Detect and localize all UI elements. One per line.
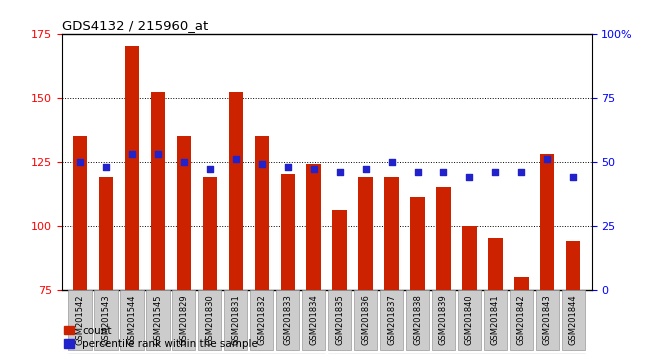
Text: GSM201543: GSM201543 bbox=[101, 295, 111, 345]
Bar bbox=[432, 290, 455, 350]
Text: GSM201831: GSM201831 bbox=[231, 295, 240, 346]
Text: GSM201837: GSM201837 bbox=[387, 295, 396, 346]
Text: GSM201835: GSM201835 bbox=[335, 295, 344, 346]
Point bbox=[464, 174, 474, 180]
Point bbox=[101, 164, 111, 170]
Bar bbox=[120, 290, 144, 350]
Point bbox=[127, 151, 137, 157]
Legend: count, percentile rank within the sample: count, percentile rank within the sample bbox=[64, 326, 258, 349]
Bar bbox=[307, 164, 321, 354]
Bar bbox=[562, 290, 585, 350]
Bar bbox=[99, 177, 113, 354]
Text: GSM201843: GSM201843 bbox=[543, 295, 552, 346]
Bar bbox=[540, 154, 554, 354]
Bar bbox=[73, 136, 87, 354]
Bar bbox=[224, 290, 248, 350]
Point bbox=[386, 159, 396, 164]
Point bbox=[360, 166, 370, 172]
Bar bbox=[384, 177, 398, 354]
Bar bbox=[436, 187, 450, 354]
Bar bbox=[332, 210, 346, 354]
Bar bbox=[125, 46, 139, 354]
Text: GSM201830: GSM201830 bbox=[205, 295, 214, 346]
Bar bbox=[484, 290, 507, 350]
Bar bbox=[514, 277, 528, 354]
Point bbox=[542, 156, 552, 162]
Bar bbox=[410, 198, 424, 354]
Bar bbox=[488, 238, 502, 354]
Text: GSM201841: GSM201841 bbox=[491, 295, 500, 345]
Point bbox=[205, 166, 215, 172]
Bar bbox=[510, 290, 533, 350]
Bar bbox=[146, 290, 170, 350]
Bar bbox=[566, 241, 580, 354]
Bar bbox=[229, 92, 243, 354]
Point bbox=[75, 159, 85, 164]
Text: GSM201544: GSM201544 bbox=[127, 295, 136, 345]
Bar bbox=[281, 175, 295, 354]
Text: GSM201844: GSM201844 bbox=[569, 295, 578, 345]
Point bbox=[231, 156, 241, 162]
Text: GSM201833: GSM201833 bbox=[283, 295, 292, 346]
Bar bbox=[536, 290, 559, 350]
Bar bbox=[172, 290, 196, 350]
Text: GSM201842: GSM201842 bbox=[517, 295, 526, 345]
Point bbox=[153, 151, 163, 157]
Text: GDS4132 / 215960_at: GDS4132 / 215960_at bbox=[62, 19, 208, 33]
Bar bbox=[458, 290, 481, 350]
Point bbox=[516, 169, 526, 175]
Text: GSM201829: GSM201829 bbox=[179, 295, 188, 345]
Bar bbox=[302, 290, 326, 350]
Point bbox=[309, 166, 319, 172]
Bar bbox=[380, 290, 403, 350]
Bar bbox=[406, 290, 429, 350]
Bar bbox=[462, 225, 476, 354]
Point bbox=[568, 174, 578, 180]
Text: GSM201545: GSM201545 bbox=[153, 295, 162, 345]
Bar bbox=[177, 136, 191, 354]
Point bbox=[179, 159, 189, 164]
Bar bbox=[68, 290, 92, 350]
Point bbox=[283, 164, 293, 170]
Bar bbox=[94, 290, 118, 350]
Point bbox=[257, 161, 267, 167]
Text: GSM201832: GSM201832 bbox=[257, 295, 266, 346]
Text: GSM201840: GSM201840 bbox=[465, 295, 474, 345]
Bar bbox=[151, 92, 165, 354]
Text: GSM201836: GSM201836 bbox=[361, 295, 370, 346]
Bar bbox=[354, 290, 377, 350]
Point bbox=[412, 169, 423, 175]
Bar bbox=[255, 136, 269, 354]
Bar bbox=[276, 290, 300, 350]
Text: GSM201834: GSM201834 bbox=[309, 295, 318, 346]
Text: GSM201542: GSM201542 bbox=[75, 295, 84, 345]
Bar bbox=[203, 177, 217, 354]
Point bbox=[490, 169, 501, 175]
Point bbox=[334, 169, 345, 175]
Bar bbox=[198, 290, 222, 350]
Text: GSM201838: GSM201838 bbox=[413, 295, 422, 346]
Text: GSM201839: GSM201839 bbox=[439, 295, 448, 346]
Point bbox=[438, 169, 448, 175]
Bar bbox=[328, 290, 351, 350]
Bar bbox=[250, 290, 274, 350]
Bar bbox=[358, 177, 372, 354]
